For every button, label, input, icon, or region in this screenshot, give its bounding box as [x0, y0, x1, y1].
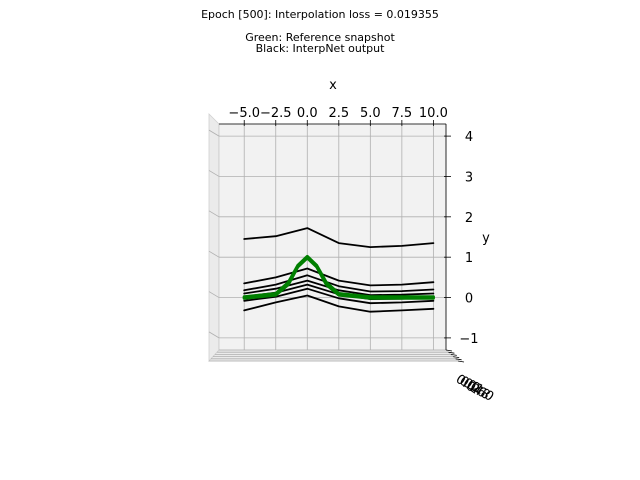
chart-title-line-3: Black: InterpNet output [256, 42, 386, 55]
x-tick-label: −5.0 [228, 106, 260, 121]
x-tick-label: 0.0 [297, 106, 318, 121]
plot-series [242, 227, 435, 313]
bottom-side-pane [208, 349, 460, 362]
z-tick-mark [457, 360, 465, 363]
x-tick-label: 5.0 [360, 106, 381, 121]
interpnet-output-line [243, 279, 435, 297]
back-pane [218, 123, 447, 351]
x-axis-label: x [329, 78, 337, 93]
interpnet-output-line [243, 287, 435, 305]
y-side-gridline [208, 129, 220, 137]
y-tick-label: 1 [465, 251, 473, 266]
depth-grid-lines [209, 349, 458, 362]
y-tick-label: 3 [465, 170, 473, 185]
y-axis-ticks: −1 0 1 2 3 4 [444, 130, 479, 347]
y-side-gridline [208, 291, 220, 298]
interpnet-output-line [243, 227, 435, 249]
z-tick-mark [455, 358, 462, 361]
y-tick-label: 2 [465, 211, 473, 226]
y-side-gridline [208, 210, 220, 218]
y-side-gridline [208, 331, 220, 339]
z-tick-mark [450, 354, 457, 356]
interpnet-output-line [243, 267, 435, 287]
chart-title-line-2: Green: Reference snapshot [245, 31, 395, 44]
x-tick-label: 2.5 [328, 106, 349, 121]
z-tick-mark [453, 356, 460, 358]
y-side-gridline [208, 250, 220, 258]
reference-snapshot-line [242, 256, 435, 300]
x-tick-label: 7.5 [392, 106, 413, 121]
y-tick-label: 0 [465, 292, 473, 307]
z-tick-mark [445, 349, 453, 352]
y-side-gridline [208, 170, 220, 177]
z-tick-mark [448, 351, 455, 354]
y-tick-label: −1 [459, 332, 478, 347]
left-side-pane [208, 113, 220, 363]
interpnet-output-line [243, 274, 435, 293]
x-axis-ticks: −5.0 −2.5 0.0 2.5 5.0 7.5 10.0 [228, 106, 448, 126]
y-tick-label: 4 [465, 130, 473, 145]
y-axis-label: y [482, 231, 490, 246]
chart-title-line-1: Epoch [500]: Interpolation loss = 0.0193… [201, 8, 439, 21]
x-tick-label: −2.5 [260, 106, 292, 121]
x-tick-label: 10.0 [419, 106, 448, 121]
interpnet-output-line [243, 294, 435, 313]
